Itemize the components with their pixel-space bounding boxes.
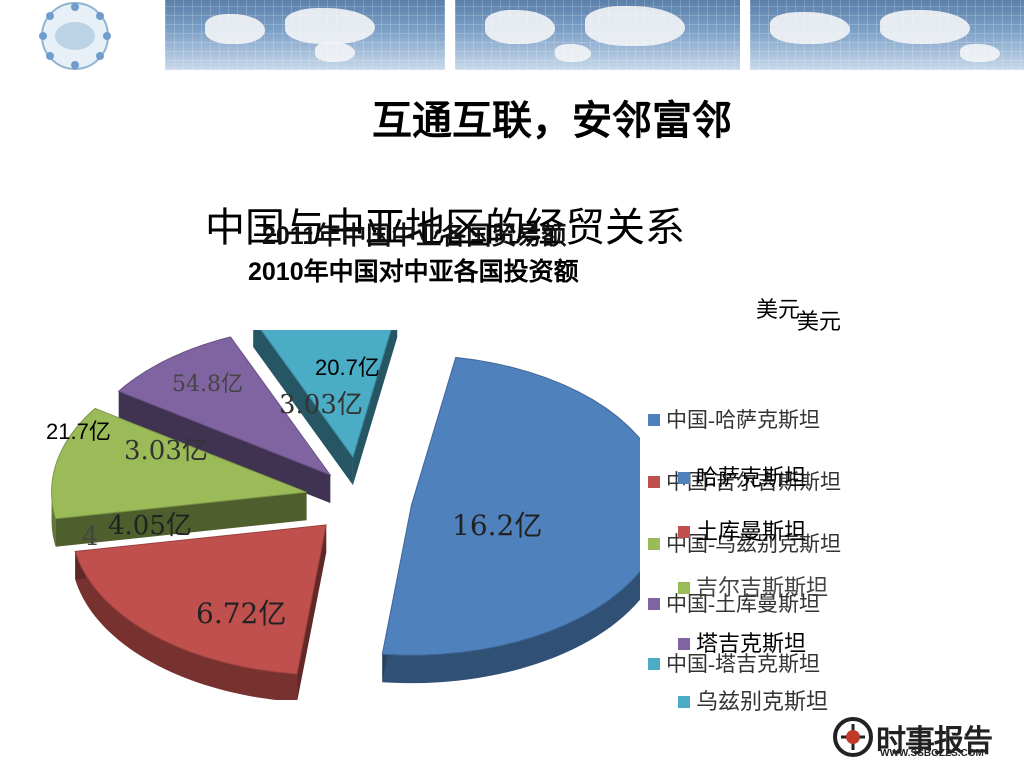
data-label: 16.2亿 (452, 509, 543, 542)
unit-label: 美元 (756, 297, 801, 322)
chart-title-main: 中国与中亚地区的经贸关系 (205, 205, 685, 251)
world-map-tile (165, 0, 445, 70)
pie-slice (74, 524, 327, 700)
pie-slice (51, 407, 307, 547)
chart-title-investment: 2010年中国对中亚各国投资额 (248, 258, 579, 286)
legend-item: 吉尔吉斯斯坦 (678, 570, 828, 602)
world-map-tile (455, 0, 740, 70)
chart-title-trade: 2011年中国中亚各国贸易额 (262, 222, 567, 250)
header-banner (0, 0, 1024, 72)
slide-headline: 互通互联，安邻富邻 (372, 97, 732, 144)
data-label: 4 (82, 522, 99, 552)
legend-swatch (648, 476, 660, 488)
legend-swatch (678, 582, 690, 594)
logo-text: 时事报告 (876, 725, 993, 758)
legend-item: 乌兹别克斯坦 (678, 684, 828, 716)
world-map-tile (750, 0, 1024, 70)
pie-chart (51, 330, 640, 700)
unit-label: 美元 (797, 309, 842, 334)
legend-item: 中国-吉尔吉斯斯坦 (648, 466, 841, 496)
legend-item: 中国-塔吉克斯坦 (648, 648, 820, 678)
pie-slice (381, 356, 640, 684)
legend-item: 塔吉克斯坦 (678, 626, 806, 658)
legend-swatch (678, 696, 690, 708)
legend-item: 哈萨克斯坦 (678, 460, 806, 492)
logo-url: WWW.SSBGZZS.COM (880, 748, 984, 759)
pie-slice (253, 330, 398, 486)
data-label: 3.03亿 (279, 390, 363, 420)
legend-item: 土库曼斯坦 (678, 514, 806, 546)
data-label: 21.7亿 (46, 419, 111, 444)
globe-icon (833, 717, 873, 757)
globe-logo (0, 0, 150, 70)
legend-item: 中国-乌兹别克斯坦 (648, 528, 841, 558)
legend-swatch (648, 414, 660, 426)
legend-swatch (648, 538, 660, 550)
legend-item: 中国-土库曼斯坦 (648, 588, 820, 618)
legend-swatch (678, 526, 690, 538)
data-label: 20.7亿 (315, 355, 380, 380)
legend-swatch (648, 658, 660, 670)
legend-swatch (678, 638, 690, 650)
legend-swatch (678, 472, 690, 484)
legend-item: 中国-哈萨克斯坦 (648, 404, 820, 434)
legend-swatch (648, 598, 660, 610)
data-label: 6.72亿 (196, 597, 287, 630)
data-label: 4.05亿 (108, 511, 192, 541)
publisher-logo: 时事报告 WWW.SSBGZZS.COM (832, 716, 1012, 764)
pie-slice (117, 336, 332, 504)
data-label: 3.03亿 (124, 436, 208, 466)
data-label: 54.8亿 (172, 372, 243, 397)
